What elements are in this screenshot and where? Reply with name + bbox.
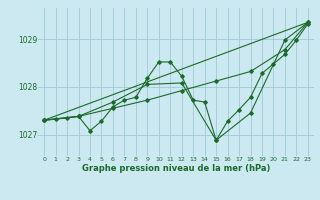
X-axis label: Graphe pression niveau de la mer (hPa): Graphe pression niveau de la mer (hPa) — [82, 164, 270, 173]
